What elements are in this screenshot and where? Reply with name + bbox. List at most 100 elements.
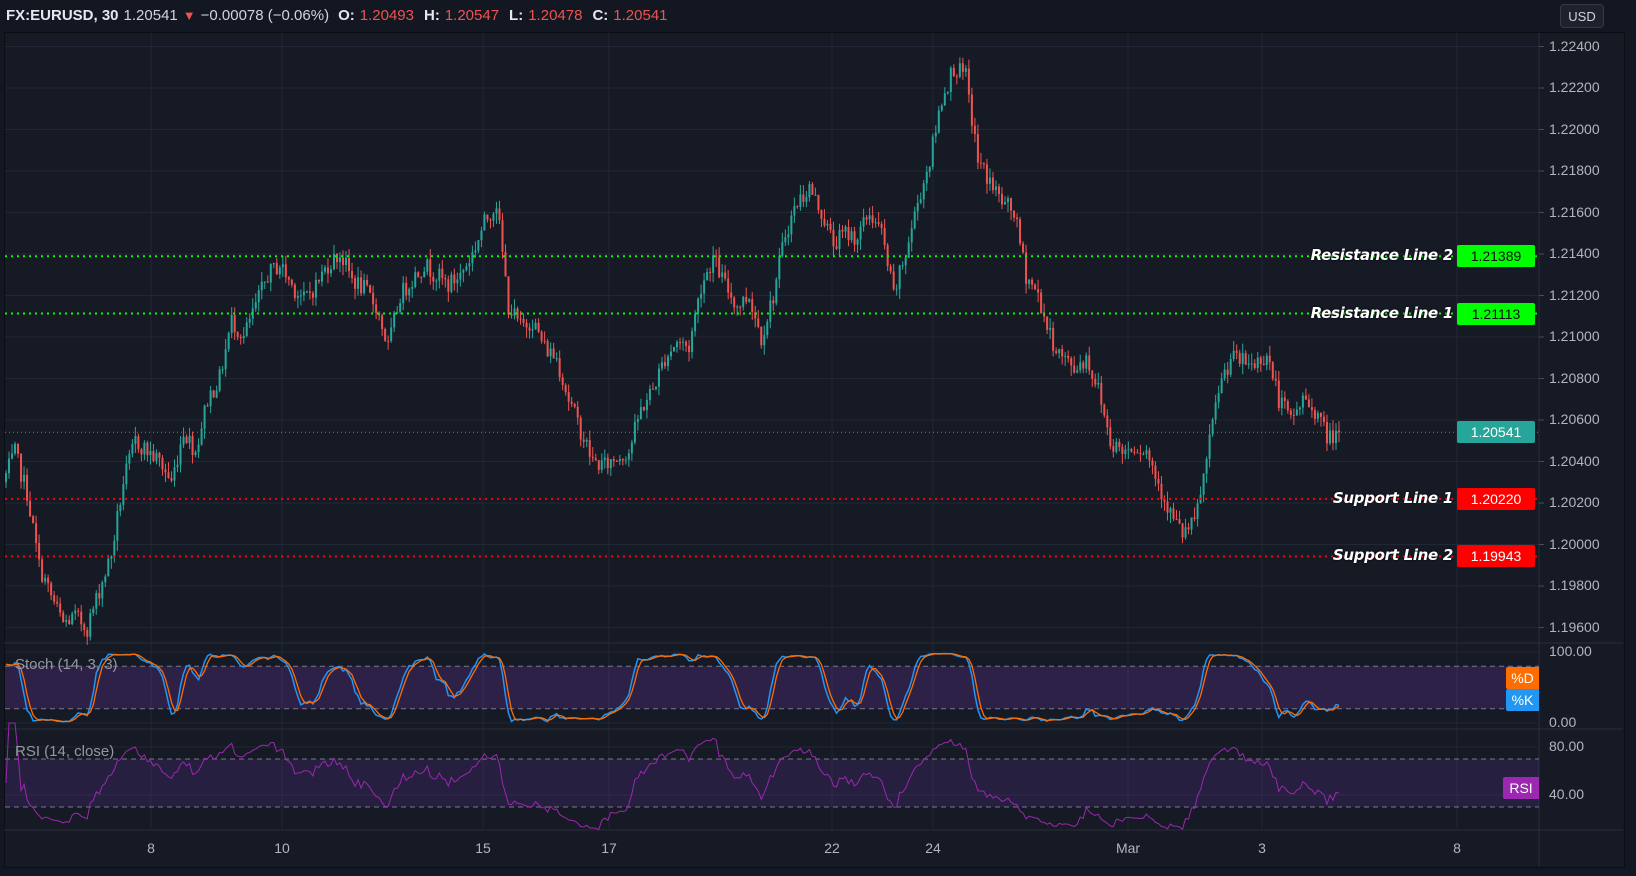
price-line-tag: 1.20220: [1457, 487, 1535, 510]
price-tick-label: 1.22200: [1549, 79, 1600, 95]
candle-body: [110, 556, 113, 559]
candle-body: [1265, 355, 1268, 365]
candle-body: [1055, 351, 1058, 353]
price-line-label: Support Line 2: [1332, 546, 1453, 565]
candle-body: [495, 208, 498, 214]
currency-button[interactable]: USD: [1560, 4, 1604, 28]
candle-body: [435, 280, 438, 282]
stoch-band-fill: [5, 666, 1539, 709]
candle-body: [706, 271, 709, 281]
candle-body: [1268, 355, 1271, 363]
candle-body: [305, 291, 308, 293]
symbol-title[interactable]: FX:EURUSD, 30: [6, 6, 119, 24]
candle-body: [1040, 292, 1043, 314]
candle-body: [979, 162, 982, 164]
rsi-tick-label: 40.00: [1549, 786, 1585, 802]
candle-body: [1118, 441, 1121, 447]
candle-body: [847, 226, 850, 241]
candle-body: [41, 559, 44, 582]
candle-body: [68, 620, 71, 625]
candle-body: [832, 229, 835, 247]
candle-body: [218, 369, 221, 391]
candle-body: [651, 388, 654, 390]
candle-body: [405, 282, 408, 296]
candle-body: [14, 443, 17, 454]
candle-body: [83, 624, 86, 630]
candle-body: [796, 206, 799, 208]
candle-body: [1000, 193, 1003, 205]
candle-body: [814, 194, 817, 196]
candle-body: [817, 194, 820, 210]
candle-body: [1025, 252, 1028, 284]
price-tick-label: 1.21800: [1549, 162, 1600, 178]
candle-body: [29, 500, 32, 517]
candle-body: [170, 478, 173, 481]
candle-body: [1202, 473, 1205, 495]
candle-body: [519, 318, 522, 320]
candle-body: [59, 603, 62, 613]
candle-body: [354, 278, 357, 289]
candle-body: [931, 136, 934, 168]
candle-body: [528, 327, 531, 331]
candle-body: [850, 231, 853, 241]
candle-body: [26, 474, 29, 501]
candle-body: [287, 277, 290, 280]
candle-body: [101, 582, 104, 599]
close-value: 1.20541: [613, 6, 668, 24]
candle-body: [113, 540, 116, 557]
candle-body: [657, 368, 660, 387]
candle-body: [937, 110, 940, 133]
candle-body: [985, 164, 988, 184]
candle-body: [71, 613, 74, 625]
candle-body: [1187, 527, 1190, 530]
candle-body: [1058, 349, 1061, 353]
candle-body: [907, 242, 910, 258]
candle-body: [967, 68, 970, 95]
candle-body: [820, 209, 823, 219]
candle-body: [660, 362, 663, 369]
candle-body: [1043, 313, 1046, 317]
candle-body: [627, 453, 630, 460]
candle-body: [62, 612, 65, 622]
candle-body: [630, 442, 633, 454]
price-tick-label: 1.21600: [1549, 203, 1600, 220]
candle-body: [1136, 452, 1139, 454]
candle-body: [673, 347, 676, 352]
candle-body: [537, 322, 540, 332]
candle-body: [994, 186, 997, 191]
candle-body: [474, 250, 477, 253]
candle-body: [988, 177, 991, 184]
candle-body: [284, 264, 287, 278]
candle-body: [703, 280, 706, 294]
price-line-label: Support Line 1: [1332, 488, 1453, 507]
candle-body: [357, 277, 360, 289]
candle-body: [958, 63, 961, 77]
candle-body: [1223, 369, 1226, 379]
candle-body: [275, 263, 278, 275]
candle-body: [1178, 519, 1181, 524]
candle-body: [585, 440, 588, 442]
time-tick-label: Mar: [1115, 840, 1141, 856]
candle-body: [666, 356, 669, 367]
candle-body: [311, 292, 314, 298]
price-line-label: Resistance Line 1: [1310, 303, 1454, 322]
candle-body: [1052, 327, 1055, 352]
candle-body: [438, 268, 441, 281]
candle-body: [997, 186, 1000, 194]
candle-body: [1289, 410, 1292, 415]
time-tick-label: 15: [475, 840, 491, 856]
candle-body: [158, 452, 161, 458]
candle-body: [182, 436, 185, 445]
candle-body: [784, 237, 787, 243]
candle-body: [898, 265, 901, 289]
candle-body: [621, 459, 624, 461]
candle-body: [146, 442, 149, 456]
candle-body: [1271, 362, 1274, 379]
candle-body: [1003, 202, 1006, 205]
candle-body: [973, 125, 976, 135]
candle-body: [396, 312, 399, 314]
candle-body: [155, 452, 158, 462]
candle-body: [242, 335, 245, 339]
candle-body: [961, 63, 964, 72]
